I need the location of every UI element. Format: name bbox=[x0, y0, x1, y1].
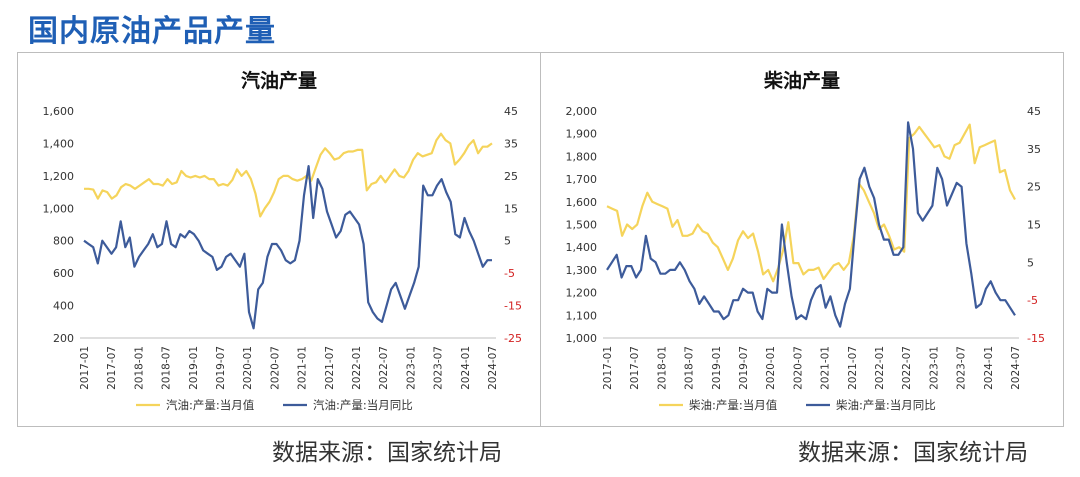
x-tick-label: 2021-01 bbox=[297, 346, 309, 390]
x-tick-label: 2023-01 bbox=[928, 346, 940, 390]
y-right-tick-label: 45 bbox=[1027, 105, 1041, 118]
y-left-tick-label: 1,600 bbox=[43, 105, 75, 118]
x-tick-label: 2021-07 bbox=[847, 346, 859, 390]
y-right-tick-label: 5 bbox=[504, 235, 511, 248]
x-tick-label: 2021-01 bbox=[820, 346, 832, 390]
y-right-tick-label: 15 bbox=[1027, 219, 1041, 232]
x-tick-label: 2017-07 bbox=[106, 346, 118, 390]
x-tick-label: 2023-07 bbox=[433, 346, 445, 390]
y-left-tick-label: 1,200 bbox=[43, 170, 75, 183]
y-right-tick-label: -15 bbox=[1027, 332, 1045, 345]
y-right-tick-label: 5 bbox=[1027, 256, 1034, 269]
x-tick-label: 2023-07 bbox=[956, 346, 968, 390]
level-series-line bbox=[84, 132, 493, 218]
x-tick-label: 2017-01 bbox=[602, 346, 614, 390]
x-tick-label: 2024-07 bbox=[487, 346, 499, 390]
y-right-tick-label: 25 bbox=[504, 170, 518, 183]
y-left-tick-label: 1,600 bbox=[566, 196, 598, 209]
y-right-tick-label: -15 bbox=[504, 300, 522, 313]
x-tick-label: 2020-07 bbox=[792, 346, 804, 390]
y-left-tick-label: 1,000 bbox=[566, 332, 598, 345]
yoy-series-line bbox=[83, 164, 492, 330]
y-left-tick-label: 1,300 bbox=[566, 264, 598, 277]
legend-label: 柴油:产量:当月值 bbox=[689, 398, 778, 412]
y-left-tick-label: 1,800 bbox=[566, 150, 598, 163]
y-right-tick-label: -5 bbox=[1027, 294, 1038, 307]
y-right-tick-label: 35 bbox=[504, 137, 518, 150]
level-series-line bbox=[606, 123, 1016, 283]
chart-title: 汽油产量 bbox=[241, 69, 317, 92]
y-right-tick-label: -5 bbox=[504, 267, 515, 280]
page-title: 国内原油产品产量 bbox=[28, 14, 276, 49]
chart-title: 柴油产量 bbox=[763, 69, 840, 92]
x-tick-label: 2024-01 bbox=[983, 346, 995, 390]
yoy-series-line bbox=[606, 121, 1016, 328]
x-tick-label: 2019-01 bbox=[188, 346, 200, 390]
y-right-tick-label: -25 bbox=[504, 332, 522, 345]
x-tick-label: 2019-07 bbox=[738, 346, 750, 390]
x-tick-label: 2022-07 bbox=[901, 346, 913, 390]
x-tick-label: 2019-01 bbox=[711, 346, 723, 390]
y-right-tick-label: 45 bbox=[504, 105, 518, 118]
gasoline-chart: 汽油产量 200 400 600 800 1,000 1,200 1,400 1,600 -25 -… bbox=[43, 69, 522, 412]
y-left-tick-label: 1,400 bbox=[566, 241, 598, 254]
gasoline-chart-panel: 汽油产量 200 400 600 800 1,000 1,200 1,400 1,600 -25 -… bbox=[17, 52, 541, 427]
x-tick-label: 2020-01 bbox=[242, 346, 254, 390]
x-tick-label: 2018-07 bbox=[161, 346, 173, 390]
diesel-chart: 柴油产量 1,000 1,100 1,200 1,300 1,400 1,500 1,600 1… bbox=[566, 69, 1045, 412]
legend-label: 汽油:产量:当月值 bbox=[166, 398, 255, 412]
x-tick-label: 2020-07 bbox=[269, 346, 281, 390]
x-tick-label: 2022-01 bbox=[351, 346, 363, 390]
legend-label: 柴油:产量:当月同比 bbox=[836, 398, 936, 412]
y-left-tick-label: 1,000 bbox=[43, 202, 75, 215]
y-left-tick-label: 400 bbox=[53, 300, 74, 313]
x-tick-label: 2018-07 bbox=[684, 346, 696, 390]
x-tick-label: 2024-07 bbox=[1010, 346, 1022, 390]
y-left-tick-label: 1,100 bbox=[566, 309, 598, 322]
x-tick-label: 2023-01 bbox=[405, 346, 417, 390]
y-left-tick-label: 200 bbox=[53, 332, 74, 345]
y-left-tick-label: 1,200 bbox=[566, 287, 598, 300]
y-left-tick-label: 2,000 bbox=[566, 105, 598, 118]
y-left-tick-label: 1,700 bbox=[566, 173, 598, 186]
y-left-tick-label: 1,900 bbox=[566, 128, 598, 141]
x-tick-label: 2022-07 bbox=[378, 346, 390, 390]
x-tick-label: 2020-01 bbox=[765, 346, 777, 390]
x-tick-label: 2022-01 bbox=[874, 346, 886, 390]
y-right-tick-label: 25 bbox=[1027, 181, 1041, 194]
y-right-tick-label: 15 bbox=[504, 202, 518, 215]
y-left-tick-label: 600 bbox=[53, 267, 74, 280]
x-tick-label: 2018-01 bbox=[656, 346, 668, 390]
x-tick-label: 2018-01 bbox=[133, 346, 145, 390]
data-source-left: 数据来源：国家统计局 bbox=[272, 440, 502, 466]
x-tick-label: 2021-07 bbox=[324, 346, 336, 390]
y-left-tick-label: 1,400 bbox=[43, 137, 75, 150]
legend-label: 汽油:产量:当月同比 bbox=[313, 398, 413, 412]
x-tick-label: 2017-01 bbox=[79, 346, 91, 390]
y-left-tick-label: 800 bbox=[53, 235, 74, 248]
x-tick-label: 2024-01 bbox=[460, 346, 472, 390]
x-tick-label: 2019-07 bbox=[215, 346, 227, 390]
x-tick-label: 2017-07 bbox=[629, 346, 641, 390]
y-right-tick-label: 35 bbox=[1027, 143, 1041, 156]
diesel-chart-panel: 柴油产量 1,000 1,100 1,200 1,300 1,400 1,500 1,600 1… bbox=[540, 52, 1064, 427]
data-source-right: 数据来源：国家统计局 bbox=[798, 440, 1028, 466]
y-left-tick-label: 1,500 bbox=[566, 219, 598, 232]
